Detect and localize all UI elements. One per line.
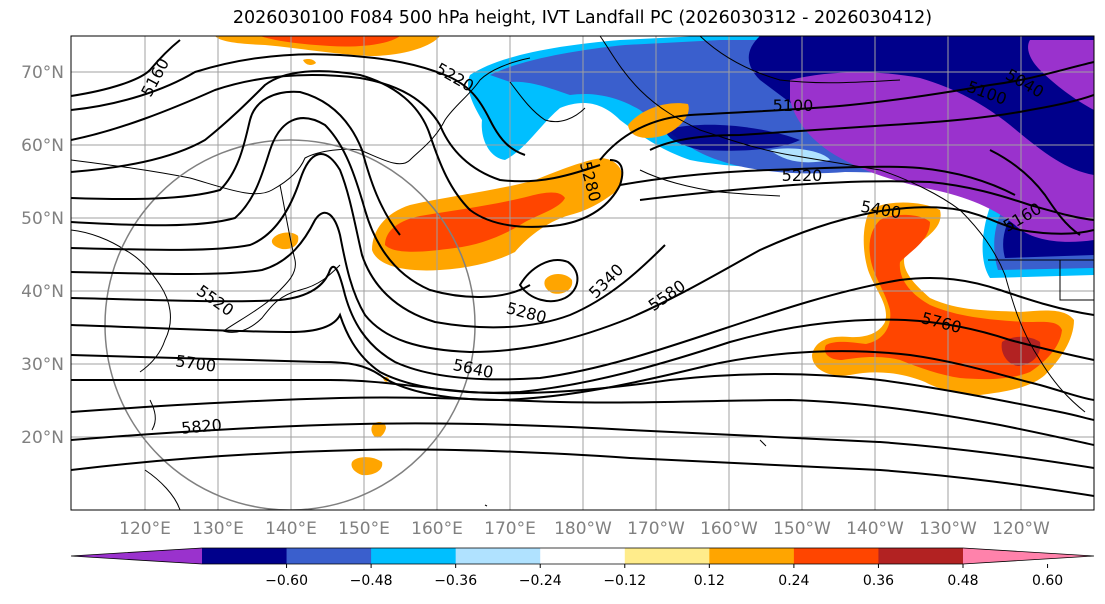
lon-label: 140°E xyxy=(265,519,317,539)
contour-label: 5100 xyxy=(773,96,814,115)
height-contours xyxy=(71,39,1094,497)
lon-label: 130°E xyxy=(192,519,244,539)
lon-label: 160°W xyxy=(700,519,758,539)
lat-label: 20°N xyxy=(21,428,64,448)
colorbar-tick-label: 0.60 xyxy=(1032,573,1063,589)
map-frame xyxy=(70,35,1095,511)
colorbar-segment xyxy=(878,548,964,564)
colorbar-tick-label: −0.36 xyxy=(434,573,477,589)
colorbar-segment xyxy=(793,548,879,564)
figure-title: 2026030100 F084 500 hPa height, IVT Land… xyxy=(232,8,933,28)
colorbar-segment xyxy=(286,548,372,564)
latitude-labels: 70°N 60°N 50°N 40°N 30°N 20°N xyxy=(21,63,64,448)
colorbar-tick-label: 0.12 xyxy=(694,573,725,589)
colorbar-tick-label: −0.24 xyxy=(519,573,562,589)
colorbar-tick-label: 0.36 xyxy=(863,573,894,589)
lon-label: 130°W xyxy=(919,519,977,539)
lon-label: 120°E xyxy=(119,519,171,539)
colorbar-segment xyxy=(371,548,457,564)
lon-label: 150°E xyxy=(338,519,390,539)
contour-label: 5820 xyxy=(180,415,222,437)
lon-label: 170°E xyxy=(484,519,536,539)
colorbar-tick-label: −0.12 xyxy=(603,573,646,589)
lon-label: 140°W xyxy=(846,519,904,539)
colorbar-tick-label: −0.48 xyxy=(350,573,393,589)
lat-label: 30°N xyxy=(21,355,64,375)
colorbar-extend-high xyxy=(963,548,1094,564)
lon-label: 170°W xyxy=(627,519,685,539)
contour-label: 5220 xyxy=(782,166,823,185)
lon-label: 180°W xyxy=(554,519,612,539)
colorbar-segment xyxy=(624,548,710,564)
colorbar-segment xyxy=(202,548,288,564)
lon-label: 160°E xyxy=(411,519,463,539)
colorbar-segment xyxy=(455,548,541,564)
map-panel: 5160 5220 5100 5040 5100 5280 5220 5400 … xyxy=(71,36,1094,510)
lat-label: 60°N xyxy=(21,136,64,156)
colorbar-segment xyxy=(540,548,626,564)
colorbar-extend-low xyxy=(71,548,202,564)
colorbar: −0.60 −0.48 −0.36 −0.24 −0.12 0.12 0.24 0.36 0.4… xyxy=(70,547,1095,589)
colorbar-segment xyxy=(709,548,795,564)
colorbar-tick-label: 0.24 xyxy=(778,573,809,589)
lat-label: 50°N xyxy=(21,209,64,229)
colorbar-tick-label: −0.60 xyxy=(265,573,308,589)
lon-label: 150°W xyxy=(773,519,831,539)
lat-label: 40°N xyxy=(21,282,64,302)
coastlines xyxy=(71,36,1094,510)
longitude-labels: 120°E 130°E 140°E 150°E 160°E 170°E 180°… xyxy=(119,519,1050,539)
lat-label: 70°N xyxy=(21,63,64,83)
colorbar-tick-label: 0.48 xyxy=(947,573,978,589)
lon-label: 120°W xyxy=(992,519,1050,539)
colorbar-outline xyxy=(70,547,1095,565)
range-circle xyxy=(104,139,476,510)
